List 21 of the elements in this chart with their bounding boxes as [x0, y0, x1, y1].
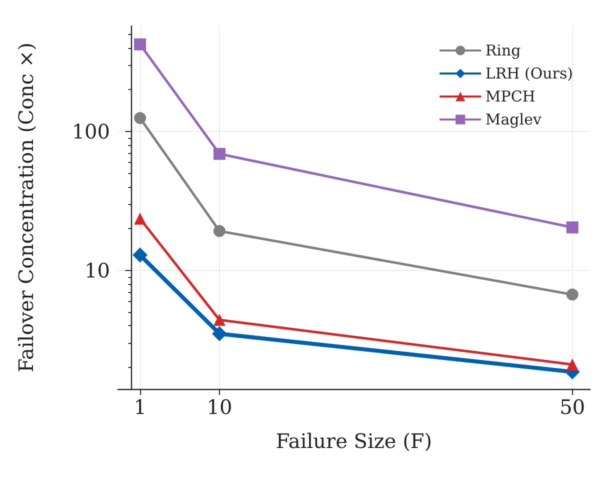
y-tick-label: 100 — [72, 120, 110, 144]
point — [134, 38, 146, 50]
point — [566, 288, 578, 301]
x-axis-title: Failure Size (F) — [276, 429, 432, 453]
legend-label: Ring — [485, 42, 522, 60]
point — [132, 248, 148, 263]
x-tick-label: 1 — [134, 395, 146, 419]
legend-label: MPCH — [485, 88, 536, 106]
point — [566, 358, 578, 371]
point — [134, 112, 146, 124]
legend-label: LRH (Ours) — [485, 64, 574, 82]
point — [213, 148, 226, 160]
point — [213, 314, 226, 326]
point — [134, 212, 146, 225]
x-tick-label: 50 — [560, 395, 586, 419]
point — [213, 225, 226, 238]
y-axis-title: Failover Concentration (Conc ×) — [14, 42, 38, 372]
point — [212, 326, 227, 342]
legend-label: Maglev — [485, 110, 542, 128]
point — [566, 221, 578, 234]
x-tick-label: 10 — [206, 395, 232, 419]
